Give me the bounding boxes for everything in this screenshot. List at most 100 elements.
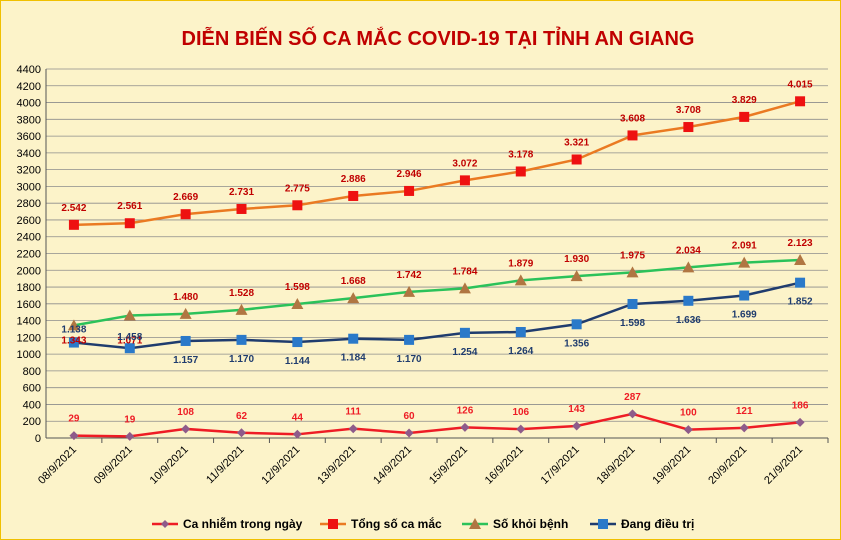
data-label: 4.015 (788, 79, 813, 90)
x-tick-label: 17/9/2021 (539, 444, 582, 487)
data-point (236, 334, 247, 345)
y-tick-label: 800 (23, 366, 41, 378)
data-point (161, 520, 169, 528)
data-label: 1.254 (452, 347, 477, 358)
series-line (73, 281, 801, 350)
data-point (516, 424, 526, 434)
y-tick-label: 400 (23, 399, 41, 411)
data-label: 19 (124, 414, 136, 425)
data-point (68, 337, 79, 348)
data-label: 1.157 (173, 355, 198, 366)
data-point (68, 219, 79, 230)
data-point (683, 122, 694, 133)
y-tick-label: 3000 (17, 181, 41, 193)
legend-label: Ca nhiễm trong ngày (183, 516, 303, 531)
data-label: 1.852 (788, 297, 813, 308)
data-label: 3.321 (564, 137, 589, 148)
data-label: 3.178 (508, 149, 533, 160)
legend-label: Số khỏi bệnh (493, 517, 568, 531)
data-label: 1.356 (564, 338, 589, 349)
data-point (404, 185, 415, 196)
data-label: 29 (68, 414, 80, 425)
series-3 (67, 253, 807, 331)
data-point (739, 111, 750, 122)
chart-title: DIỄN BIẾN SỐ CA MẮC COVID-19 TẠI TỈNH AN… (182, 26, 695, 50)
data-label: 111 (345, 407, 361, 418)
data-point (403, 285, 416, 297)
legend-label: Tổng số ca mắc (351, 516, 442, 531)
data-point (571, 154, 582, 165)
data-point (514, 274, 527, 286)
data-label: 3.608 (620, 113, 645, 124)
x-tick-label: 11/9/2021 (204, 444, 247, 487)
data-point (515, 166, 526, 177)
data-point (627, 298, 638, 309)
data-point (683, 295, 694, 306)
data-label: 1.598 (620, 318, 645, 329)
x-tick-label: 10/9/2021 (148, 444, 191, 487)
y-tick-label: 1400 (17, 316, 41, 328)
y-tick-label: 1800 (17, 282, 41, 294)
data-point (795, 277, 806, 288)
y-tick-label: 1600 (17, 299, 41, 311)
data-label: 1.784 (452, 266, 477, 277)
y-tick-label: 3400 (17, 148, 41, 160)
y-tick-label: 2800 (17, 198, 41, 210)
data-point (236, 203, 247, 214)
y-tick-label: 4200 (17, 81, 41, 93)
data-point (292, 429, 302, 439)
data-point (180, 209, 191, 220)
data-point (123, 309, 136, 321)
x-tick-label: 14/9/2021 (371, 444, 414, 487)
y-tick-label: 200 (23, 416, 41, 428)
y-tick-label: 2400 (17, 232, 41, 244)
data-point (67, 319, 80, 331)
legend-entry: Đang điều trị (590, 517, 694, 531)
data-point (795, 96, 806, 107)
data-label: 1.071 (117, 336, 142, 347)
data-point (794, 253, 807, 265)
x-tick-label: 12/9/2021 (259, 444, 302, 487)
y-tick-label: 4000 (17, 98, 41, 110)
x-tick-label: 15/9/2021 (427, 444, 470, 487)
data-point (348, 190, 359, 201)
x-tick-label: 20/9/2021 (706, 444, 749, 487)
y-tick-label: 2000 (17, 265, 41, 277)
x-tick-label: 19/9/2021 (650, 444, 693, 487)
x-tick-label: 18/9/2021 (595, 444, 638, 487)
data-point (458, 282, 471, 294)
data-point (459, 175, 470, 186)
series-1 (69, 409, 805, 441)
data-label: 2.886 (341, 174, 366, 185)
data-point (682, 261, 695, 273)
data-point (469, 518, 481, 529)
data-label: 1.138 (61, 325, 86, 336)
data-label: 1.879 (508, 258, 533, 269)
data-label: 2.946 (397, 169, 422, 180)
data-label: 3.072 (452, 158, 477, 169)
data-point (572, 421, 582, 431)
data-label: 186 (792, 400, 809, 411)
data-point (515, 326, 526, 337)
data-label: 60 (404, 411, 416, 422)
data-label: 2.091 (732, 241, 757, 252)
data-label: 1.598 (285, 282, 310, 293)
series-group (67, 96, 807, 441)
data-label: 1.636 (676, 315, 701, 326)
data-label: 2.123 (788, 238, 813, 249)
data-label: 1.742 (397, 270, 422, 281)
data-point (348, 424, 358, 434)
x-tick-label: 13/9/2021 (315, 444, 358, 487)
data-label: 1.458 (117, 332, 142, 343)
data-label: 1.699 (732, 310, 757, 321)
data-label: 106 (512, 407, 529, 418)
x-tick-label: 09/9/2021 (92, 444, 135, 487)
data-point (124, 343, 135, 354)
y-tick-label: 3600 (17, 131, 41, 143)
legend-entry: Tổng số ca mắc (320, 516, 442, 531)
data-point (738, 256, 751, 268)
x-tick-label: 08/9/2021 (36, 444, 79, 487)
data-label: 3.708 (676, 105, 701, 116)
data-label: 1.184 (341, 353, 366, 364)
